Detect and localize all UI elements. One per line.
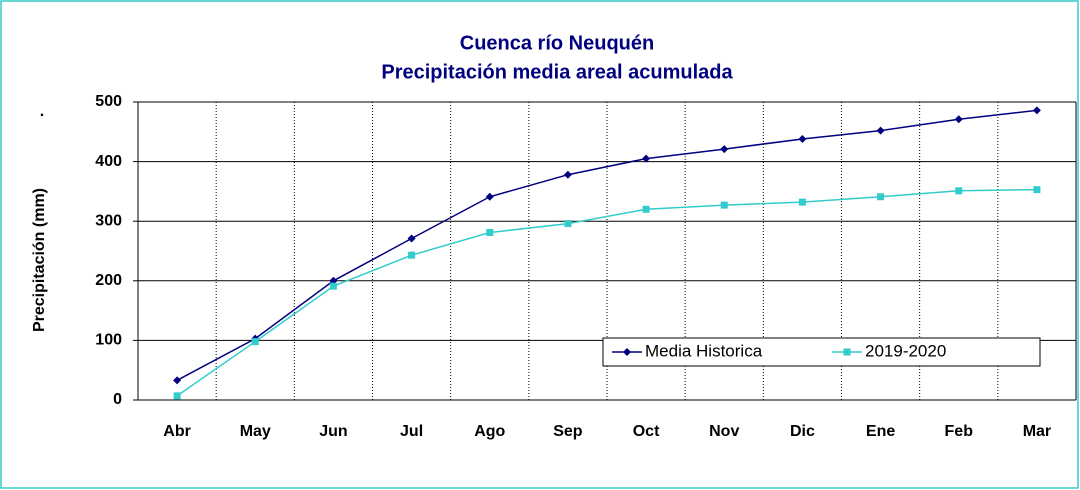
annotation: . bbox=[40, 103, 44, 120]
x-tick-label: Abr bbox=[163, 423, 191, 440]
chart-title: Cuenca río Neuquén bbox=[460, 32, 654, 54]
legend-marker bbox=[623, 348, 631, 356]
data-point bbox=[798, 198, 806, 206]
data-point bbox=[407, 234, 416, 243]
data-point bbox=[329, 282, 337, 290]
x-tick-label: Jun bbox=[319, 423, 347, 440]
x-tick-label: Ene bbox=[866, 423, 895, 440]
data-point bbox=[876, 126, 885, 135]
data-point bbox=[720, 145, 729, 154]
x-tick-label: Dic bbox=[790, 423, 815, 440]
x-tick-label: Sep bbox=[553, 423, 583, 440]
x-tick-label: Ago bbox=[474, 423, 505, 440]
data-point bbox=[954, 115, 963, 124]
y-axis-label: Precipitación (mm) bbox=[31, 188, 48, 332]
data-point bbox=[251, 338, 259, 346]
x-tick-label: Oct bbox=[633, 423, 660, 440]
x-tick-label: Jul bbox=[400, 423, 423, 440]
data-point bbox=[173, 376, 182, 385]
y-tick-label: 300 bbox=[95, 212, 122, 229]
data-point bbox=[955, 187, 963, 195]
data-point bbox=[642, 205, 650, 213]
data-point bbox=[720, 201, 728, 209]
y-tick-label: 500 bbox=[95, 93, 122, 110]
x-tick-label: Feb bbox=[945, 423, 974, 440]
chart-subtitle: Precipitación media areal acumulada bbox=[381, 61, 733, 83]
x-tick-label: May bbox=[240, 423, 271, 440]
data-point bbox=[563, 170, 572, 179]
data-point bbox=[564, 220, 572, 228]
data-point bbox=[798, 134, 807, 143]
series-line bbox=[176, 188, 1037, 397]
y-tick-label: 100 bbox=[95, 332, 122, 349]
data-point bbox=[173, 392, 181, 400]
data-point bbox=[486, 229, 494, 237]
legend-label: 2019-2020 bbox=[865, 341, 946, 360]
legend-label: Media Historica bbox=[645, 341, 763, 360]
data-point bbox=[642, 154, 651, 163]
y-tick-label: 200 bbox=[95, 272, 122, 289]
data-point bbox=[408, 251, 416, 259]
series-line bbox=[176, 109, 1038, 381]
y-tick-label: 0 bbox=[113, 391, 122, 408]
data-point bbox=[485, 192, 494, 201]
data-point bbox=[1033, 186, 1041, 194]
data-point bbox=[877, 193, 885, 201]
legend-marker bbox=[843, 348, 851, 356]
x-tick-label: Nov bbox=[709, 423, 739, 440]
x-tick-label: Mar bbox=[1023, 423, 1051, 440]
legend: Media Historica 2019-2020 bbox=[602, 337, 1041, 367]
data-point bbox=[1032, 106, 1041, 115]
y-tick-label: 400 bbox=[95, 153, 122, 170]
legend-box bbox=[602, 337, 1041, 367]
